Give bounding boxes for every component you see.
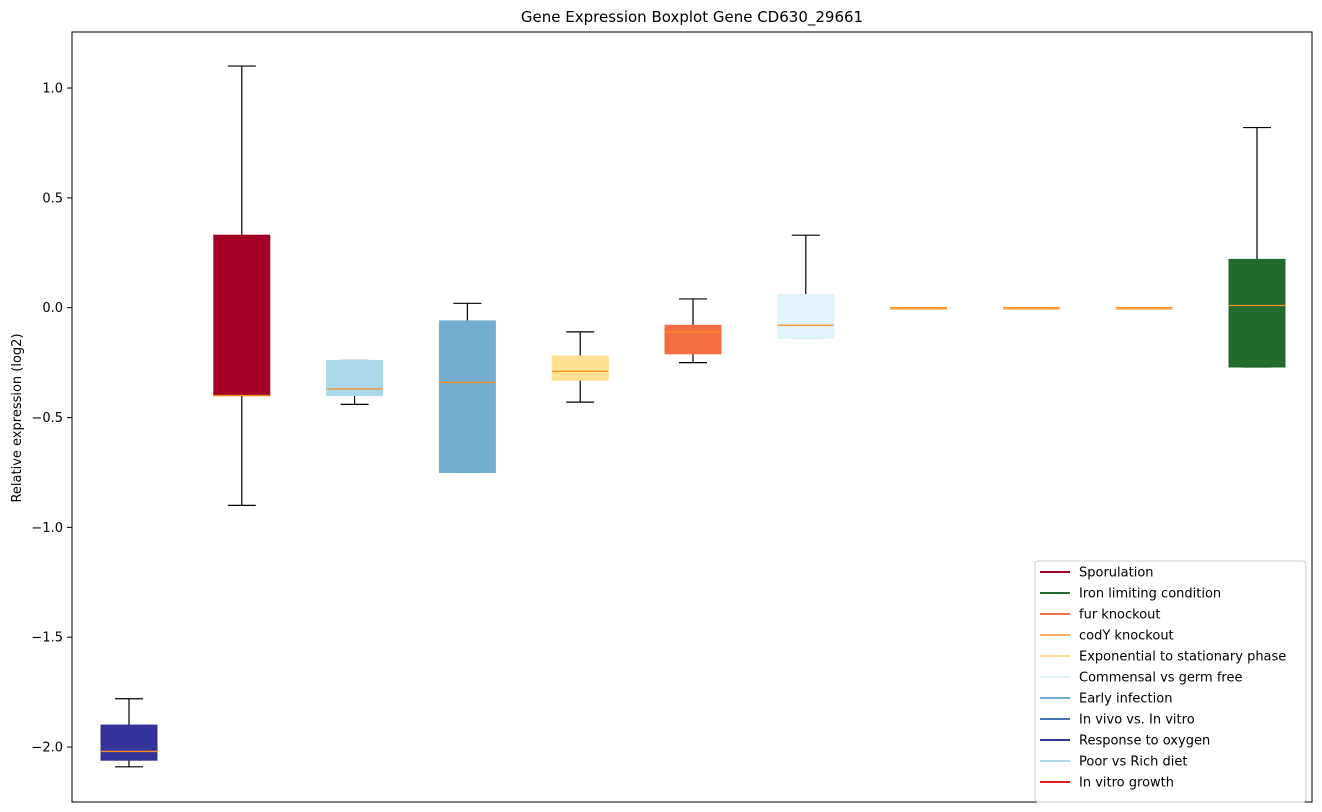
y-tick-label: −2.0 [31, 741, 63, 756]
legend-label: In vivo vs. In vitro [1079, 713, 1195, 728]
boxes-layer [100, 65, 1286, 768]
legend-label: fur knockout [1079, 608, 1161, 623]
legend-item: In vivo vs. In vitro [1040, 713, 1195, 728]
legend-item: Iron limiting condition [1040, 587, 1221, 602]
box-body [100, 724, 158, 761]
box-7 [777, 234, 835, 340]
y-tick-label: −1.0 [31, 521, 63, 536]
legend-label: codY knockout [1079, 629, 1174, 644]
plot-frame [71, 31, 1313, 803]
y-axis-ticks: 1.0 0.5 0.0 −0.5 −1.0 −1.5 −2.0 [31, 82, 72, 756]
box-5 [551, 331, 609, 403]
legend-item: codY knockout [1040, 629, 1174, 644]
legend-label: Iron limiting condition [1079, 587, 1221, 602]
legend-label: Early infection [1079, 692, 1172, 707]
box-body [438, 320, 496, 473]
legend-frame [1034, 560, 1307, 803]
legend-label: Response to oxygen [1079, 734, 1210, 749]
legend-label: Sporulation [1079, 566, 1154, 581]
box-1 [100, 698, 158, 768]
chart-title: Gene Expression Boxplot Gene CD630_29661 [521, 8, 863, 27]
box-body [777, 294, 835, 339]
y-tick-label: 0.5 [42, 191, 63, 206]
legend-label: Exponential to stationary phase [1079, 650, 1286, 665]
y-tick-label: 1.0 [42, 82, 63, 97]
legend-item: Poor vs Rich diet [1040, 755, 1187, 770]
legend-item: Response to oxygen [1040, 734, 1210, 749]
legend-item: Early infection [1040, 692, 1172, 707]
legend-label: Commensal vs germ free [1079, 671, 1242, 686]
legend-label: Poor vs Rich diet [1079, 755, 1187, 770]
legend-item: Commensal vs germ free [1040, 671, 1242, 686]
legend: Sporulation Iron limiting condition fur kn… [1034, 560, 1307, 803]
legend-item: fur knockout [1040, 608, 1161, 623]
box-10 [1115, 307, 1173, 310]
y-tick-label: 0.0 [42, 301, 63, 316]
box-body [664, 324, 722, 355]
y-axis-label: Relative expression (log2) [10, 333, 25, 502]
box-body [326, 359, 384, 397]
box-2 [213, 65, 271, 507]
box-3 [326, 359, 384, 405]
legend-item: Sporulation [1040, 566, 1154, 581]
box-body [1228, 258, 1286, 368]
legend-item: Exponential to stationary phase [1040, 650, 1286, 665]
y-tick-label: −1.5 [31, 631, 63, 646]
box-6 [664, 298, 722, 364]
box-11 [1228, 126, 1286, 368]
box-9 [1002, 307, 1060, 310]
box-body [213, 234, 271, 397]
box-4 [438, 302, 496, 474]
box-8 [890, 307, 948, 310]
box-body [551, 355, 609, 381]
legend-label: In vitro growth [1079, 776, 1174, 791]
legend-item: In vitro growth [1040, 776, 1174, 791]
y-tick-label: −0.5 [31, 411, 63, 426]
